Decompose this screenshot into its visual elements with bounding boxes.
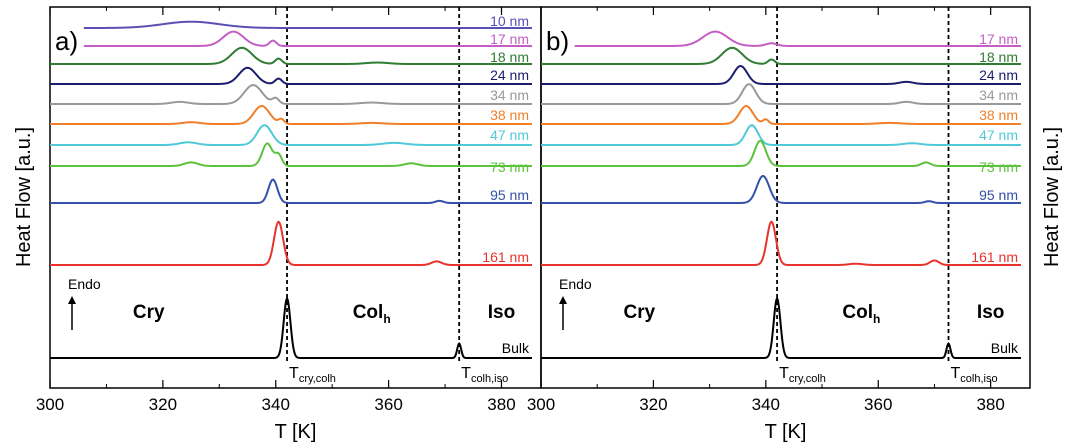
transition-label: Tcolh,iso: [951, 365, 998, 385]
endo-arrow-head: [68, 296, 76, 304]
series-label: Bulk: [502, 340, 530, 356]
series-line: [541, 174, 1022, 204]
y-axis-title-right: Heat Flow [a.u.]: [1041, 127, 1063, 267]
x-tick-label: 320: [639, 395, 667, 414]
phase-label-colh: Colh: [842, 302, 880, 326]
x-tick-label: 300: [36, 395, 64, 414]
chart-panel-a: 300 320 340 360 380 T [K] Heat Flow [a.u.] a) Tc…: [13, 6, 542, 443]
series-label: Bulk: [991, 340, 1019, 356]
series-label: 161 nm: [971, 249, 1018, 265]
x-axis-title: T [K]: [275, 421, 317, 443]
series-line: [541, 139, 1022, 167]
x-tick-label: 360: [864, 395, 892, 414]
series-line: [541, 46, 1022, 65]
series-line: [541, 220, 1022, 266]
series-line: [541, 124, 1022, 146]
series-label: 38 nm: [490, 107, 529, 123]
series-label: 17 nm: [490, 31, 529, 47]
series-label: 10 nm: [490, 13, 529, 29]
series-line: [50, 296, 532, 359]
series-line: [50, 124, 532, 146]
phase-label-iso: Iso: [488, 302, 515, 323]
transition-label: Tcry,colh: [289, 365, 336, 385]
plot-frame: [540, 6, 1031, 389]
x-tick-label: 340: [752, 395, 780, 414]
series-line: [50, 104, 532, 125]
series-label: 73 nm: [490, 159, 529, 175]
phase-label-cry: Cry: [133, 302, 165, 323]
series-label: 95 nm: [490, 187, 529, 203]
transition-label: Tcry,colh: [779, 365, 826, 385]
y-axis-title: Heat Flow [a.u.]: [13, 127, 35, 267]
x-tick-label: 380: [976, 395, 1004, 414]
x-tick-label: 380: [487, 395, 515, 414]
series-line: [83, 30, 532, 47]
series-label: 47 nm: [490, 127, 529, 143]
endo-label: Endo: [559, 276, 592, 292]
series-label: 95 nm: [979, 187, 1018, 203]
panel-label: a): [55, 26, 78, 56]
series-label: 18 nm: [979, 49, 1018, 65]
series-line: [50, 66, 532, 85]
panel-label: b): [546, 26, 569, 56]
series-label: 73 nm: [979, 159, 1018, 175]
phase-label-iso: Iso: [977, 302, 1004, 323]
x-tick-label: 300: [527, 395, 555, 414]
phase-label-colh: Colh: [353, 302, 391, 326]
series-line: [50, 142, 532, 167]
x-tick-label: 360: [374, 395, 402, 414]
series-line: [541, 296, 1022, 359]
transition-label: Tcolh,iso: [461, 365, 508, 385]
series-label: 24 nm: [979, 67, 1018, 83]
x-axis-title: T [K]: [765, 421, 807, 443]
series-line: [50, 46, 532, 65]
series-line: [541, 64, 1022, 85]
series-label: 34 nm: [490, 87, 529, 103]
series-label: 38 nm: [979, 107, 1018, 123]
series-label: 161 nm: [482, 249, 529, 265]
series-line: [50, 220, 532, 266]
series-line: [541, 104, 1022, 125]
series-label: 17 nm: [979, 31, 1018, 47]
series-label: 18 nm: [490, 49, 529, 65]
chart-panel-b: 300 320 340 360 380 T [K] Heat Flow [a.u.] b) Tc…: [527, 6, 1063, 443]
endo-arrow-head: [559, 296, 567, 304]
series-line: [541, 83, 1022, 105]
series-line: [83, 20, 532, 29]
endo-label: Endo: [68, 276, 101, 292]
series-label: 24 nm: [490, 67, 529, 83]
x-tick-label: 320: [149, 395, 177, 414]
series-line: [574, 30, 1022, 47]
x-tick-label: 340: [262, 395, 290, 414]
series-label: 47 nm: [979, 127, 1018, 143]
phase-label-cry: Cry: [624, 302, 656, 323]
series-line: [50, 178, 532, 204]
series-line: [50, 84, 532, 105]
series-label: 34 nm: [979, 87, 1018, 103]
